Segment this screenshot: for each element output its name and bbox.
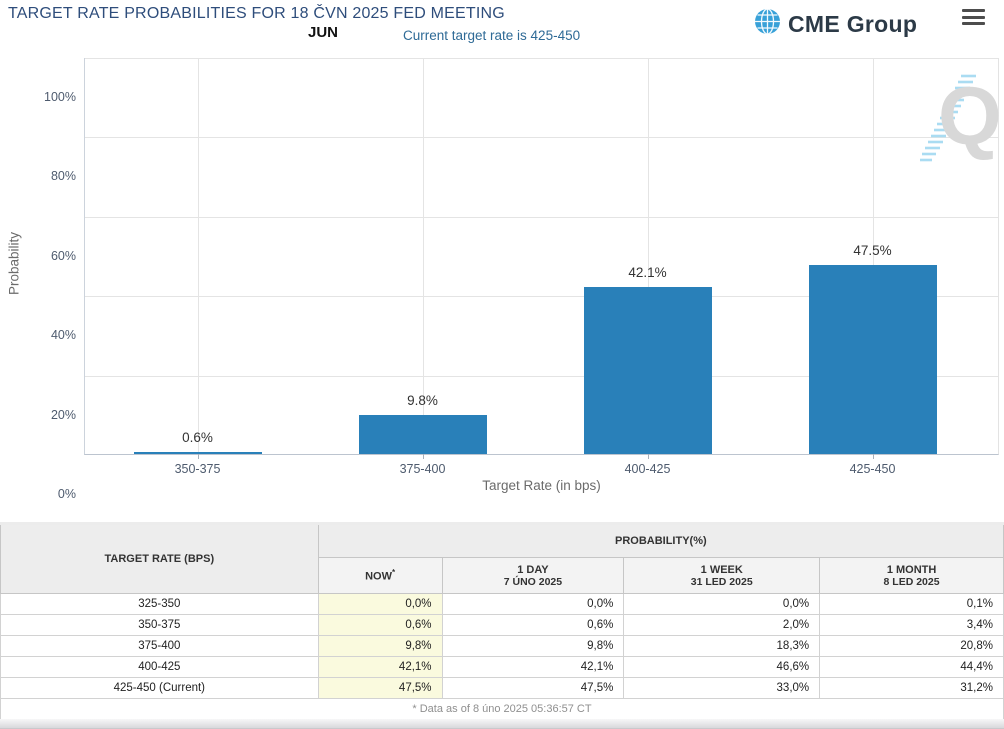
gridline bbox=[872, 58, 874, 454]
category-slot: 0.6% 350-375 bbox=[85, 58, 310, 476]
rate-cell: 375-400 bbox=[0, 635, 319, 657]
week-cell: 18,3% bbox=[623, 635, 821, 657]
gridline bbox=[197, 58, 199, 454]
x-category-label: 350-375 bbox=[174, 462, 221, 476]
watermark-q-letter: Q bbox=[938, 71, 1002, 162]
probability-bar bbox=[133, 451, 262, 454]
probability-chart: Probability 0% 20% 40% 60% 80% 100% 0.6%… bbox=[0, 48, 1004, 515]
x-category-label: 400-425 bbox=[624, 462, 671, 476]
category-slot: 9.8% 375-400 bbox=[310, 58, 535, 476]
gridline bbox=[85, 58, 998, 59]
data-as-of-note: * Data as of 8 úno 2025 05:36:57 CT bbox=[0, 698, 1004, 720]
col-header-1day: 1 DAY 7 ÚNO 2025 bbox=[441, 557, 625, 594]
month-cell: 0,1% bbox=[819, 593, 1004, 615]
day-cell: 0,6% bbox=[441, 614, 625, 636]
gridline bbox=[85, 375, 998, 377]
month-cell: 3,4% bbox=[819, 614, 1004, 636]
day-cell: 47,5% bbox=[441, 677, 625, 699]
rate-cell: 400-425 bbox=[0, 656, 319, 678]
probability-bar bbox=[808, 265, 937, 454]
bar-value-label: 42.1% bbox=[628, 264, 667, 280]
menu-icon[interactable] bbox=[962, 9, 985, 25]
x-category-label: 425-450 bbox=[849, 462, 896, 476]
gridline bbox=[85, 137, 998, 139]
week-cell: 46,6% bbox=[623, 656, 821, 678]
gridline bbox=[85, 216, 998, 218]
plot-area: 0.6% 350-375 9.8% 375-400 42.1% 400-425 bbox=[84, 58, 999, 476]
bar-value-label: 47.5% bbox=[853, 243, 892, 259]
category-slot: 47.5% 425-450 bbox=[760, 58, 985, 476]
cme-group-logo[interactable]: CME Group bbox=[754, 8, 917, 40]
y-tick-0: 0% bbox=[57, 487, 76, 501]
day-cell: 42,1% bbox=[441, 656, 625, 678]
y-tick-80: 80% bbox=[50, 169, 76, 184]
meeting-month-label: JUN bbox=[308, 24, 339, 41]
table-row: 425-450 (Current) 47,5% 47,5% 33,0% 31,2… bbox=[0, 677, 1004, 699]
rate-cell: 325-350 bbox=[0, 593, 319, 615]
now-cell: 47,5% bbox=[317, 677, 443, 699]
x-tick bbox=[647, 454, 649, 459]
table-row: 325-350 0,0% 0,0% 0,0% 0,1% bbox=[0, 593, 1004, 615]
category-slot: 42.1% 400-425 bbox=[535, 58, 760, 476]
x-category-label: 375-400 bbox=[399, 462, 446, 476]
y-tick-20: 20% bbox=[50, 407, 76, 422]
gridline bbox=[85, 296, 998, 298]
current-target-rate-subtitle: Current target rate is 425-450 bbox=[403, 28, 581, 43]
globe-icon bbox=[754, 8, 781, 40]
rate-cell: 425-450 (Current) bbox=[0, 677, 319, 699]
month-cell: 31,2% bbox=[819, 677, 1004, 699]
brand-text: CME Group bbox=[788, 10, 918, 37]
day-cell: 9,8% bbox=[441, 635, 625, 657]
x-tick bbox=[422, 454, 424, 459]
week-cell: 33,0% bbox=[623, 677, 821, 699]
col-group-header-probability: PROBABILITY(%) bbox=[317, 523, 1004, 558]
quikstrike-watermark: Q bbox=[912, 68, 1002, 168]
week-cell: 0,0% bbox=[623, 593, 821, 615]
y-tick-40: 40% bbox=[50, 328, 76, 343]
now-cell: 0,0% bbox=[317, 593, 443, 615]
col-header-1week: 1 WEEK 31 LED 2025 bbox=[623, 557, 821, 594]
x-tick bbox=[872, 454, 874, 459]
probability-table: TARGET RATE (BPS) PROBABILITY(%) NOW* 1 … bbox=[0, 522, 1004, 720]
watermark-hatch bbox=[920, 74, 976, 162]
probability-bar bbox=[583, 286, 712, 454]
week-cell: 2,0% bbox=[623, 614, 821, 636]
y-tick-60: 60% bbox=[50, 248, 76, 263]
col-header-now: NOW* bbox=[317, 557, 443, 594]
col-header-target-rate: TARGET RATE (BPS) bbox=[0, 523, 319, 594]
x-tick bbox=[197, 454, 199, 459]
month-cell: 44,4% bbox=[819, 656, 1004, 678]
y-tick-100: 100% bbox=[44, 90, 76, 104]
month-cell: 20,8% bbox=[819, 635, 1004, 657]
rate-cell: 350-375 bbox=[0, 614, 319, 636]
day-cell: 0,0% bbox=[441, 593, 625, 615]
now-cell: 0,6% bbox=[317, 614, 443, 636]
table-footnote-row: * Data as of 8 úno 2025 05:36:57 CT bbox=[0, 698, 1004, 720]
gridline bbox=[422, 58, 424, 454]
bar-value-label: 0.6% bbox=[182, 429, 213, 445]
x-axis-title: Target Rate (in bps) bbox=[482, 478, 601, 493]
bar-value-label: 9.8% bbox=[407, 393, 438, 409]
bottom-shadow-strip bbox=[0, 719, 1004, 729]
table-row: 400-425 42,1% 42,1% 46,6% 44,4% bbox=[0, 656, 1004, 678]
page-title: TARGET RATE PROBABILITIES FOR 18 ČVN 202… bbox=[8, 5, 505, 22]
gridline bbox=[647, 58, 649, 454]
now-cell: 42,1% bbox=[317, 656, 443, 678]
table-row: 350-375 0,6% 0,6% 2,0% 3,4% bbox=[0, 614, 1004, 636]
col-header-1month: 1 MONTH 8 LED 2025 bbox=[819, 557, 1004, 594]
probability-bar bbox=[358, 415, 487, 454]
table-row: 375-400 9,8% 9,8% 18,3% 20,8% bbox=[0, 635, 1004, 657]
now-cell: 9,8% bbox=[317, 635, 443, 657]
